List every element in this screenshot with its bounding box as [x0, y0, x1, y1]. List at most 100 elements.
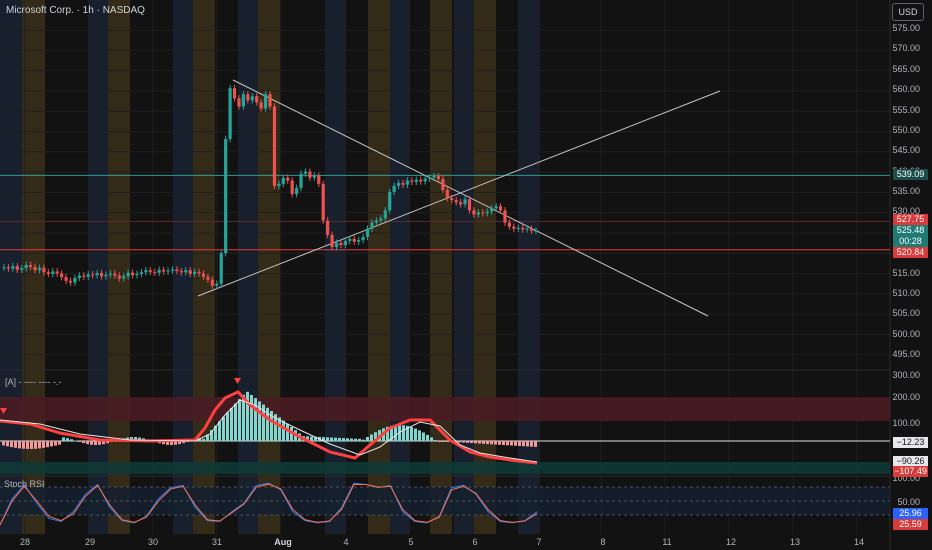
histogram-bar: [38, 441, 41, 449]
histogram-bar: [278, 417, 281, 441]
stoch-rsi-label[interactable]: Stoch RSI: [4, 479, 45, 489]
candle: [357, 240, 361, 242]
histogram-bar: [102, 441, 105, 445]
candle: [241, 94, 245, 107]
candle: [37, 267, 42, 271]
candle: [516, 227, 520, 229]
candle: [428, 177, 432, 179]
candle: [405, 180, 410, 185]
candle: [343, 240, 347, 245]
histogram-bar: [14, 441, 17, 448]
candle: [263, 94, 268, 109]
histogram-bar: [258, 401, 261, 441]
candle: [15, 266, 19, 270]
oscillator-tick-label: 100.00: [892, 418, 920, 428]
price-tick-label: 505.00: [892, 308, 920, 319]
stoch-tick-label: 50.00: [897, 497, 920, 507]
candle: [352, 238, 356, 242]
candle: [370, 222, 374, 229]
time-tick-label: 28: [19, 537, 31, 547]
candle: [277, 183, 281, 186]
histogram-bar: [206, 434, 209, 441]
session-band: [88, 0, 108, 534]
candle: [55, 271, 59, 274]
candle: [432, 176, 436, 178]
currency-button[interactable]: USD: [892, 3, 924, 21]
sell-marker: [234, 378, 241, 384]
stoch-k-line: [0, 482, 538, 526]
histogram-bar: [310, 436, 313, 441]
candle: [365, 228, 370, 237]
candle: [2, 267, 6, 269]
histogram-bar: [366, 437, 369, 441]
histogram-bar: [202, 438, 205, 441]
histogram-bar: [34, 441, 37, 449]
histogram-bar: [426, 434, 429, 441]
candle: [82, 275, 86, 277]
histogram-bar: [346, 438, 349, 441]
histogram-bar: [370, 434, 373, 441]
candle: [490, 208, 494, 212]
time-tick-label: 14: [853, 537, 865, 547]
time-tick-label: 4: [343, 537, 349, 547]
ascending-trendline: [197, 90, 721, 297]
histogram-bar: [134, 437, 137, 441]
oscillator-label[interactable]: [A] - ---- ---- -.-: [5, 377, 62, 387]
time-tick-label: 6: [472, 537, 478, 547]
histogram-bar: [482, 441, 485, 444]
candle: [170, 269, 175, 271]
price-tick-label: 555.00: [892, 104, 920, 115]
session-band: [454, 0, 474, 534]
candle: [157, 269, 161, 273]
histogram-bar: [262, 404, 265, 441]
histogram-bar: [418, 430, 421, 441]
histogram-bar: [498, 441, 501, 445]
histogram-bar: [138, 437, 141, 441]
candle: [326, 220, 330, 235]
oscillator-tick-label: 200.00: [892, 392, 920, 402]
candle: [73, 277, 77, 283]
candle: [476, 212, 480, 215]
histogram-bar: [518, 441, 521, 446]
histogram-bar: [242, 394, 245, 441]
candle: [339, 242, 343, 245]
histogram-bar: [246, 391, 249, 441]
oscillator-value-tag: −12.23: [893, 437, 928, 448]
candle: [135, 273, 139, 276]
candle: [498, 206, 503, 211]
symbol-title[interactable]: Microsoft Corp. · 1h · NASDAQ: [6, 5, 145, 16]
histogram-bar: [130, 437, 133, 441]
candle: [317, 175, 321, 184]
candle: [392, 185, 396, 192]
candle: [401, 183, 405, 185]
candle: [268, 94, 272, 107]
histogram-bar: [486, 441, 489, 445]
candle: [42, 267, 46, 273]
candle: [29, 264, 33, 267]
histogram-bar: [106, 441, 109, 444]
histogram-bar: [170, 441, 173, 445]
session-band: [258, 0, 280, 534]
histogram-bar: [182, 441, 185, 444]
session-band: [193, 0, 215, 534]
histogram-bar: [290, 427, 293, 441]
histogram-bar: [490, 441, 493, 445]
oscillator-tick-label: 300.00: [892, 370, 920, 380]
candle: [130, 272, 135, 276]
oversold-zone: [0, 462, 890, 474]
price-tag-countdown: 00:28: [893, 236, 928, 247]
candle: [441, 178, 445, 190]
histogram-bar: [514, 441, 517, 446]
candle: [467, 199, 472, 211]
candle: [321, 183, 325, 221]
candle: [450, 198, 454, 201]
candle: [445, 189, 449, 199]
time-tick-label: 8: [600, 537, 606, 547]
candle: [117, 275, 121, 279]
histogram-bar: [430, 437, 433, 441]
candle: [525, 228, 529, 230]
histogram-bar: [398, 425, 401, 441]
candle: [481, 212, 485, 214]
